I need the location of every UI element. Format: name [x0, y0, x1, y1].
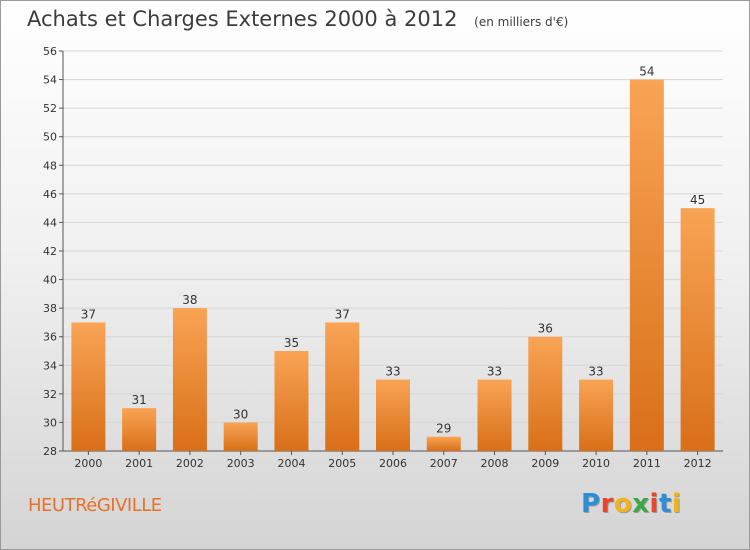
data-label: 33 — [487, 365, 502, 379]
x-tick-label: 2008 — [481, 457, 509, 470]
bar-2011 — [629, 79, 664, 452]
x-tick-label: 2005 — [328, 457, 356, 470]
chart-title-text: Achats et Charges Externes 2000 à 2012 — [27, 7, 458, 31]
brand-letter: r — [600, 489, 614, 519]
x-tick-label: 2004 — [277, 457, 305, 470]
x-tick-label: 2009 — [531, 457, 559, 470]
labels: 37 31 38 30 35 37 33 29 33 36 33 54 45 — [81, 65, 706, 436]
x-tick-label: 2002 — [176, 457, 204, 470]
y-tick-label: 44 — [43, 216, 57, 229]
y-tick-label: 32 — [43, 388, 57, 401]
brand-letter: o — [613, 489, 633, 519]
chart-unit-label: (en milliers d'€) — [474, 15, 569, 29]
bar-2009 — [528, 336, 563, 451]
chart-title: Achats et Charges Externes 2000 à 2012 (… — [27, 7, 568, 31]
y-tick-label: 42 — [43, 245, 57, 258]
brand-letter: t — [658, 489, 672, 519]
x-tick-label: 2001 — [125, 457, 153, 470]
bar-2001 — [122, 408, 157, 451]
y-tick-label: 56 — [43, 45, 57, 58]
y-tick-label: 38 — [43, 302, 57, 315]
y-tick-label: 40 — [43, 274, 57, 287]
x-tick-label: 2012 — [684, 457, 712, 470]
y-tick-label: 34 — [43, 359, 57, 372]
proxiti-logo: Proxiti — [581, 489, 681, 519]
bar-2007 — [426, 436, 461, 451]
bars — [71, 79, 715, 452]
bar-2010 — [579, 379, 614, 451]
y-tick-label: 52 — [43, 102, 57, 115]
data-label: 30 — [233, 407, 248, 421]
y-tick-label: 48 — [43, 159, 57, 172]
bar-2006 — [376, 379, 410, 451]
bar-2008 — [477, 379, 512, 451]
data-label: 37 — [335, 307, 350, 321]
y-tick-label: 36 — [43, 331, 57, 344]
data-label: 36 — [538, 322, 553, 336]
data-label: 54 — [639, 65, 654, 79]
y-tick-label: 54 — [43, 74, 57, 87]
bar-2005 — [325, 322, 360, 451]
data-label: 33 — [385, 365, 400, 379]
x-tick-label: 2007 — [430, 457, 458, 470]
data-label: 31 — [132, 393, 147, 407]
brand-letter: x — [632, 489, 650, 519]
x-tick-label: 2000 — [74, 457, 102, 470]
y-tick-label: 30 — [43, 416, 57, 429]
brand-letter: i — [671, 489, 682, 519]
y-tick-label: 50 — [43, 131, 57, 144]
data-label: 37 — [81, 307, 96, 321]
x-tick-label: 2003 — [227, 457, 255, 470]
bar-2002 — [172, 308, 207, 451]
x-tick-label: 2010 — [582, 457, 610, 470]
bar-2004 — [274, 351, 309, 451]
data-label: 38 — [182, 293, 197, 307]
data-label: 45 — [690, 193, 705, 207]
y-tick-label: 46 — [43, 188, 57, 201]
bar-2000 — [71, 322, 106, 451]
brand-letter: i — [649, 489, 659, 519]
data-label: 33 — [588, 365, 603, 379]
data-label: 29 — [436, 422, 451, 436]
bar-2012 — [680, 208, 715, 451]
y-tick-label: 28 — [43, 445, 57, 458]
brand-letter: P — [581, 489, 601, 519]
bar-2003 — [223, 422, 258, 451]
x-tick-label: 2011 — [633, 457, 661, 470]
place-name: HEUTRéGIVILLE — [28, 495, 162, 516]
data-label: 35 — [284, 336, 299, 350]
x-tick-label: 2006 — [379, 457, 407, 470]
